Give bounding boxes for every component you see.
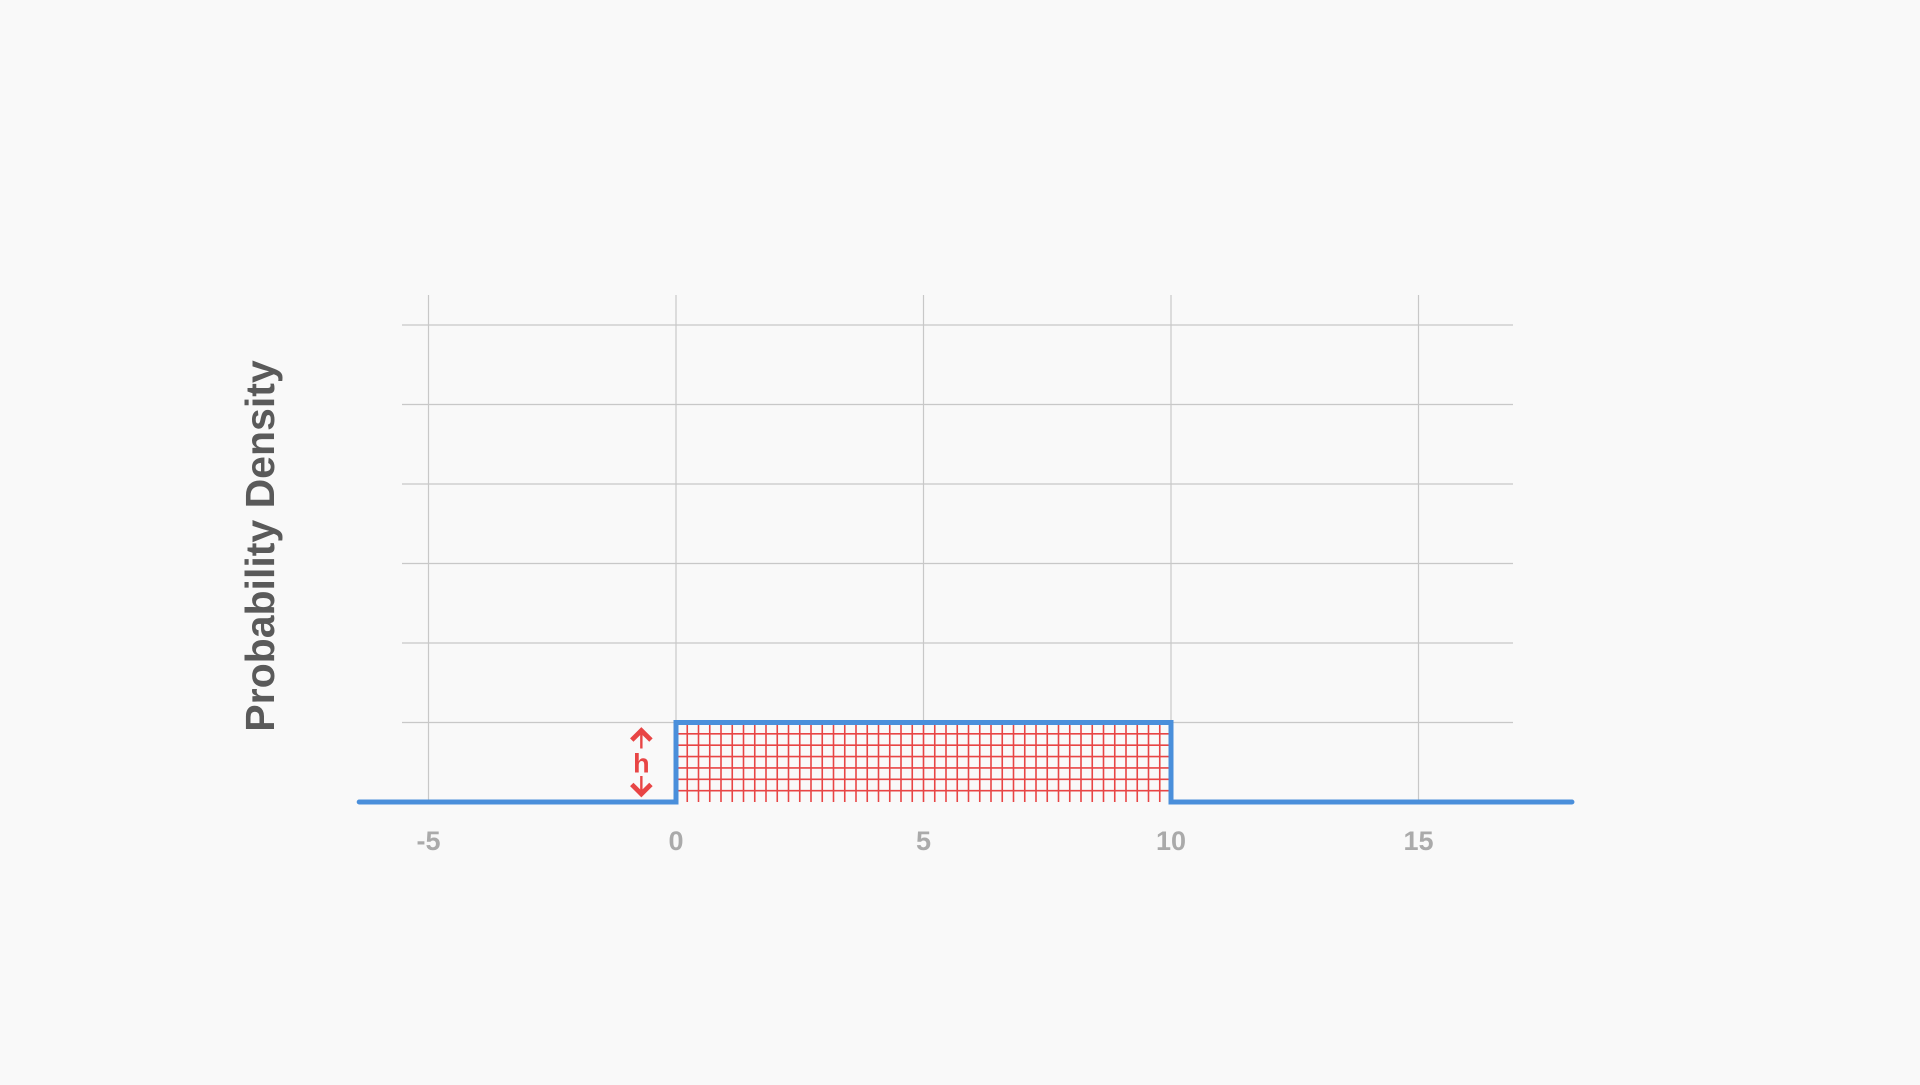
x-tick-labels: -5 0 5 10 15 <box>416 826 1433 856</box>
density-line <box>356 720 1575 805</box>
series-layer <box>356 720 1575 805</box>
x-tick-label: 0 <box>668 826 683 856</box>
height-annotation: h <box>630 727 653 798</box>
x-tick-label: 10 <box>1156 826 1186 856</box>
shaded-area <box>676 722 1171 802</box>
y-axis-title: Probability Density <box>237 360 283 732</box>
height-label: h <box>633 748 650 778</box>
x-tick-label: 15 <box>1403 826 1433 856</box>
x-tick-label: 5 <box>916 826 931 856</box>
grid-layer <box>402 295 1513 802</box>
x-tick-label: -5 <box>416 826 440 856</box>
